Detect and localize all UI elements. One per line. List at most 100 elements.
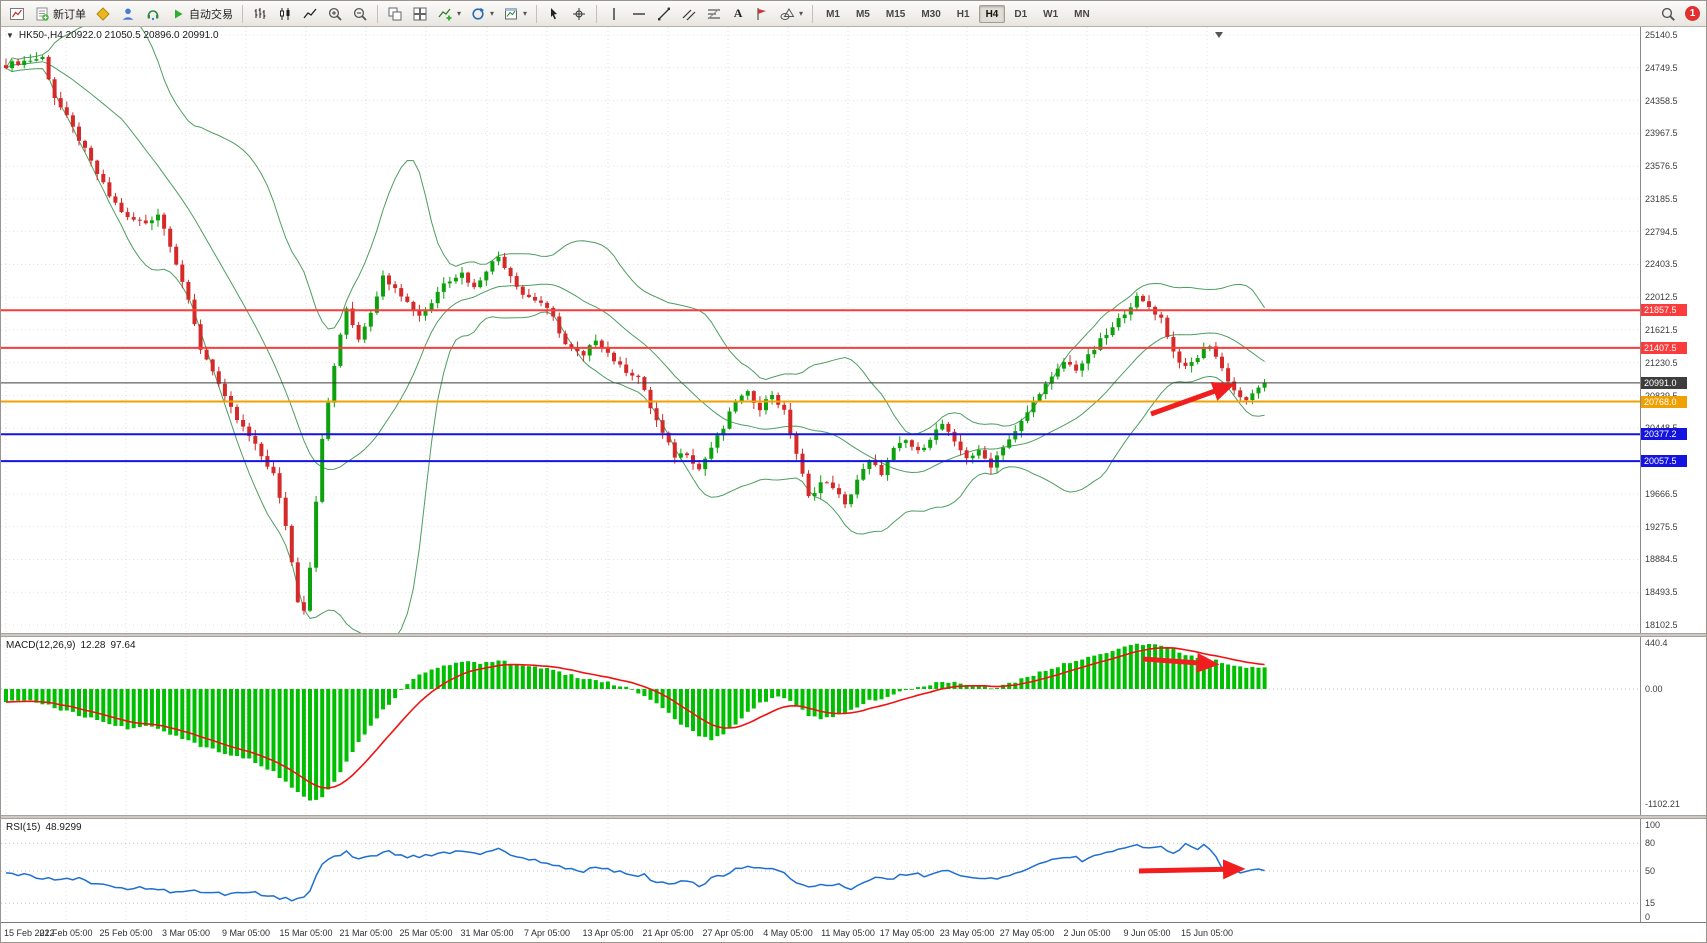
timeframe-group: M1 M5 M15 M30 H1 H4 D1 W1 MN [818, 4, 1098, 24]
candle [149, 220, 154, 224]
fibonacci-tool-button[interactable] [702, 3, 726, 25]
panel-splitter[interactable] [1, 815, 1706, 819]
candle [575, 347, 580, 352]
macd-bar [624, 686, 629, 689]
price-axis-label: 23967.5 [1645, 128, 1678, 139]
candle [843, 494, 847, 505]
candle [1213, 346, 1218, 357]
macd-bar [818, 689, 823, 720]
notification-badge[interactable]: 1 [1685, 6, 1700, 21]
line-chart-mode-button[interactable] [298, 3, 322, 25]
auto-trading-button[interactable]: 自动交易 [166, 3, 237, 25]
timeframe-button-d1[interactable]: D1 [1007, 5, 1034, 23]
price-axis-label: 22403.5 [1645, 259, 1678, 270]
time-axis-label: 13 Apr 05:00 [582, 928, 634, 938]
macd-bar [970, 685, 975, 689]
macd-bar [575, 678, 580, 689]
main-chart-canvas[interactable] [1, 27, 1640, 633]
cascade-windows-button[interactable] [408, 3, 432, 25]
market-watch-button[interactable] [91, 3, 115, 25]
candle [1134, 295, 1139, 308]
zoom-in-button[interactable] [323, 3, 347, 25]
zoom-out-icon [353, 7, 367, 21]
horizontal-line-tool-button[interactable] [627, 3, 651, 25]
macd-bar [1122, 646, 1127, 689]
macd-bar [569, 674, 574, 689]
rsi-canvas[interactable] [1, 819, 1640, 922]
label-tool-button[interactable] [750, 3, 774, 25]
macd-bar [1147, 644, 1151, 689]
candle [1195, 358, 1200, 363]
macd-axis-line[interactable] [1640, 637, 1641, 815]
candle [703, 458, 708, 470]
macd-bar [204, 689, 209, 748]
candle [970, 455, 975, 459]
new-order-label: 新订单 [53, 8, 86, 21]
macd-bar [788, 689, 793, 701]
crosshair-tool-button[interactable] [567, 3, 591, 25]
macd-canvas[interactable] [1, 637, 1640, 815]
price-level-tag: 20991.0 [1641, 376, 1687, 389]
candle [222, 383, 227, 397]
candle [794, 434, 799, 454]
candle [308, 567, 312, 611]
candle [879, 465, 884, 475]
cursor-tool-button[interactable] [542, 3, 566, 25]
candle [259, 443, 264, 457]
timeframe-button-h1[interactable]: H1 [950, 5, 977, 23]
zoom-out-button[interactable] [348, 3, 372, 25]
timeframe-button-m5[interactable]: M5 [849, 5, 877, 23]
timeframe-button-m30[interactable]: M30 [914, 5, 947, 23]
channel-tool-button[interactable] [677, 3, 701, 25]
accounts-button[interactable] [116, 3, 140, 25]
bollinger-band-line [5, 67, 1265, 633]
candlestick-mode-button[interactable] [273, 3, 297, 25]
new-order-button[interactable]: 新订单 [30, 3, 90, 25]
macd-bar [1092, 655, 1097, 689]
time-axis[interactable]: 15 Feb 2022 21 Feb 05:00 25 Feb 05:00 3 Mar… [1, 922, 1706, 942]
price-axis-label: 21621.5 [1645, 325, 1678, 335]
candle [107, 182, 112, 197]
shapes-tool-button[interactable]: ▾ [775, 3, 807, 25]
candle [453, 277, 458, 282]
macd-bar [374, 689, 379, 719]
macd-bar [338, 689, 343, 773]
timeframe-button-h4[interactable]: H4 [978, 5, 1006, 24]
text-tool-button[interactable]: A [727, 3, 749, 25]
bar-chart-mode-button[interactable] [248, 3, 272, 25]
candle [314, 501, 319, 568]
trendline-tool-button[interactable] [652, 3, 676, 25]
periods-button[interactable]: ▾ [466, 3, 498, 25]
candle [855, 479, 860, 495]
tile-windows-button[interactable] [383, 3, 407, 25]
collapse-chart-icon[interactable]: ▼ [6, 31, 14, 40]
candle [751, 391, 756, 403]
search-button[interactable] [1656, 3, 1680, 25]
indicators-button[interactable]: ▾ [433, 3, 465, 25]
candle [648, 389, 653, 409]
rsi-axis-line[interactable] [1640, 819, 1641, 922]
app-icon[interactable] [5, 3, 29, 25]
time-axis-label: 21 Mar 05:00 [339, 928, 393, 938]
candle [119, 202, 124, 213]
support-button[interactable] [141, 3, 165, 25]
panel-splitter[interactable] [1, 633, 1706, 637]
time-axis-label: 3 Mar 05:00 [161, 928, 211, 938]
candle [800, 453, 805, 474]
candle [1025, 412, 1030, 421]
templates-button[interactable]: ▾ [499, 3, 531, 25]
macd-bar [995, 688, 999, 689]
timeframe-button-w1[interactable]: W1 [1036, 5, 1065, 23]
vertical-line-tool-button[interactable] [602, 3, 626, 25]
toolbar-separator [377, 4, 378, 23]
candle [393, 284, 398, 289]
candle [143, 220, 148, 224]
price-axis-label: 18102.5 [1645, 620, 1678, 630]
timeframe-button-m15[interactable]: M15 [879, 5, 912, 23]
price-axis-line[interactable] [1640, 27, 1641, 633]
timeframe-button-m1[interactable]: M1 [819, 5, 847, 23]
macd-bar [757, 689, 762, 703]
rsi-value: 48.9299 [45, 822, 82, 833]
horizontal-line-icon [633, 12, 646, 15]
timeframe-button-mn[interactable]: MN [1067, 5, 1097, 23]
